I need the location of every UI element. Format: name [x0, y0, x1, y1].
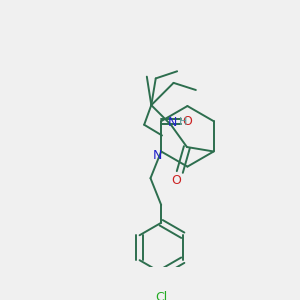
Text: O: O — [182, 115, 192, 128]
Text: N: N — [153, 148, 162, 161]
Text: N: N — [168, 116, 177, 129]
Text: Cl: Cl — [155, 291, 167, 300]
Text: O: O — [171, 174, 181, 188]
Text: H: H — [179, 117, 188, 127]
